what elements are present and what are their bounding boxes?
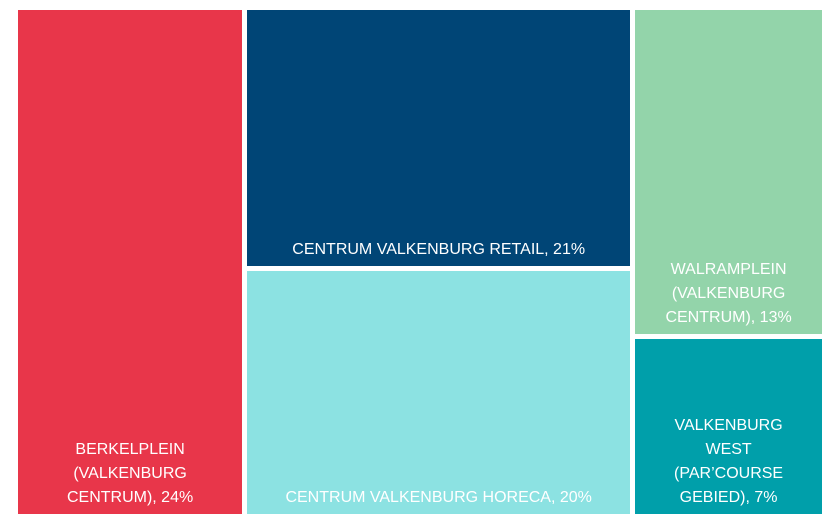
tile: CENTRUM VALKENBURG HORECA, 20%: [247, 270, 631, 514]
tile: BERKELPLEIN (VALKENBURG CENTRUM), 24%: [18, 10, 243, 514]
tile-label: VALKENBURG WEST (PAR’COURSE GEBIED), 7%: [674, 416, 784, 506]
tile-label: CENTRUM VALKENBURG RETAIL, 21%: [292, 240, 586, 258]
tile-label: WALRAMPLEIN (VALKENBURG CENTRUM), 13%: [665, 261, 792, 327]
tile: CENTRUM VALKENBURG RETAIL, 21%: [247, 10, 631, 266]
tile-label: CENTRUM VALKENBURG HORECA, 20%: [285, 488, 592, 506]
tile: VALKENBURG WEST (PAR’COURSE GEBIED), 7%: [635, 339, 822, 514]
tile: WALRAMPLEIN (VALKENBURG CENTRUM), 13%: [635, 10, 822, 335]
tile-label: BERKELPLEIN (VALKENBURG CENTRUM), 24%: [66, 441, 194, 506]
